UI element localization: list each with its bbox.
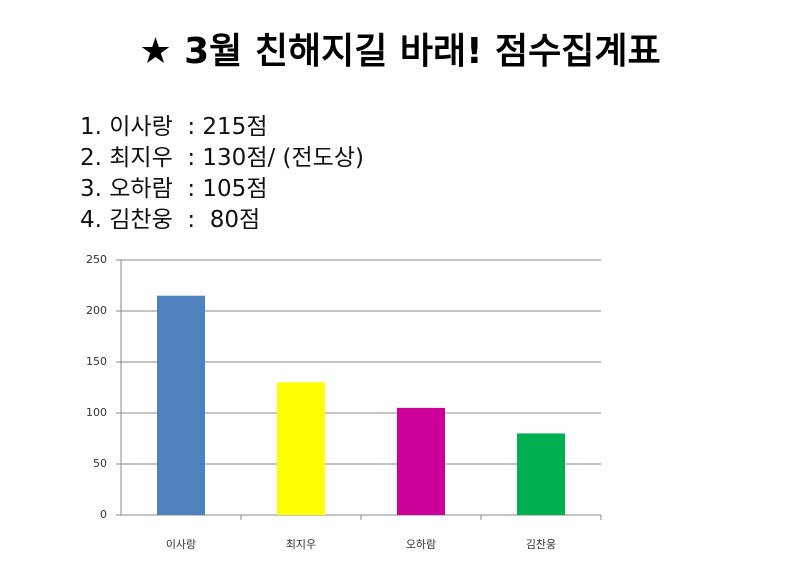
- y-tick-label: 200: [86, 304, 107, 317]
- title: ★ 3월 친해지길 바래! 점수집계표: [139, 31, 661, 72]
- bar: [517, 433, 565, 515]
- bar: [397, 407, 445, 515]
- y-tick-label: 150: [86, 355, 107, 368]
- list-item: 1. 이사랑 : 215점: [80, 114, 268, 140]
- x-tick-label: 오하람: [406, 537, 436, 551]
- y-tick-label: 0: [100, 508, 107, 521]
- list-item: 2. 최지우 : 130점/ (전도상): [80, 145, 364, 171]
- y-tick-label: 100: [86, 406, 107, 419]
- x-tick-label: 김찬웅: [526, 537, 556, 551]
- x-tick-label: 최지우: [286, 538, 316, 551]
- bar: [157, 295, 205, 515]
- y-tick-label: 50: [93, 457, 107, 470]
- score-list: 1. 이사랑 : 215점 2. 최지우 : 130점/ (전도상) 3. 오하람 …: [80, 112, 364, 236]
- bar: [277, 382, 325, 515]
- list-item: 3. 오하람 : 105점: [80, 176, 268, 202]
- list-item: 4. 김찬웅 : 80점: [80, 207, 261, 233]
- y-tick-label: 250: [86, 253, 107, 266]
- x-tick-label: 이사랑: [166, 538, 196, 551]
